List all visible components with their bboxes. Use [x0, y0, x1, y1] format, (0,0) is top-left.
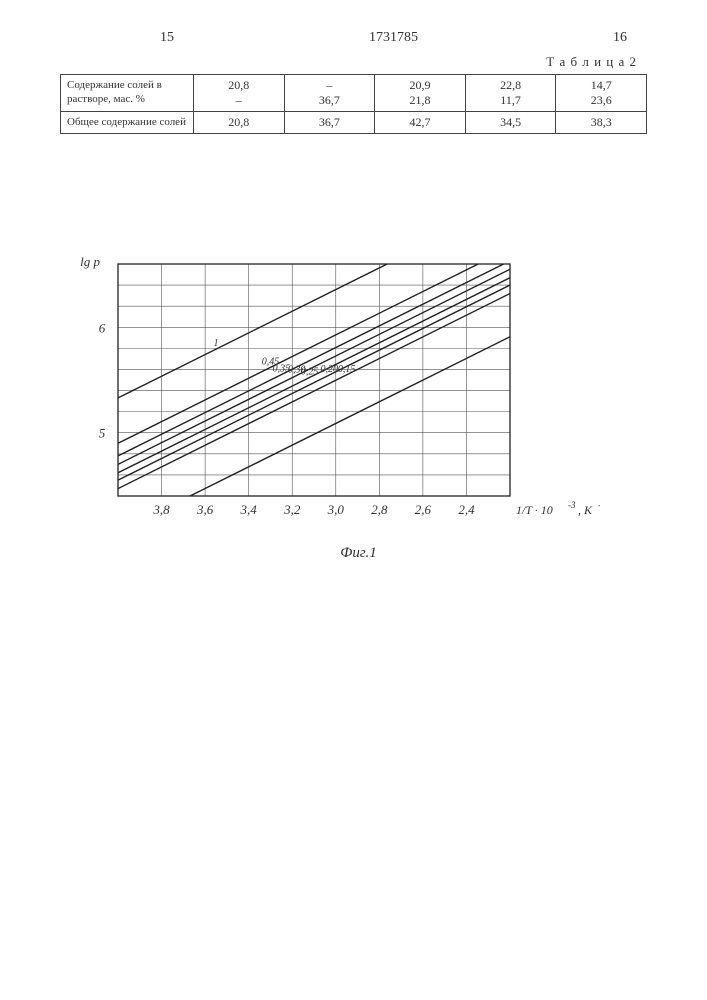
chart-caption: Фиг.1 — [70, 545, 647, 562]
svg-text:, K: , K — [578, 503, 593, 517]
row-label: Общее содержание солей — [61, 112, 194, 134]
table-cell: 38,3 — [556, 112, 647, 134]
svg-text:6: 6 — [99, 320, 106, 335]
svg-text:3,4: 3,4 — [240, 502, 258, 517]
figure-1-block: 5 6 lg p 3,8 3,6 3,4 3,2 3,0 2,8 2,6 2,4 1/T · 10 -3… — [70, 254, 647, 562]
table-cell: 34,5 — [465, 112, 556, 134]
chart-svg: 5 6 lg p 3,8 3,6 3,4 3,2 3,0 2,8 2,6 2,4 1/T · 10 -3… — [70, 254, 600, 534]
svg-text:1: 1 — [214, 338, 219, 349]
svg-text:lg p: lg p — [80, 254, 100, 269]
table-cell: 14,723,6 — [556, 75, 647, 112]
table-cell: 22,811,7 — [465, 75, 556, 112]
svg-text:-3: -3 — [568, 500, 576, 510]
svg-text:0,15: 0,15 — [338, 364, 356, 375]
svg-text:2,4: 2,4 — [458, 502, 475, 517]
table-cell: 20,8 — [194, 112, 285, 134]
page-left-number: 15 — [160, 30, 174, 46]
svg-text:2,8: 2,8 — [371, 502, 388, 517]
table-cell: –36,7 — [284, 75, 375, 112]
doc-number: 1731785 — [369, 30, 418, 46]
table-2-block: Т а б л и ц а 2 Содержание солей в раств… — [60, 54, 647, 134]
svg-text:3,0: 3,0 — [327, 502, 345, 517]
table-row: Общее содержание солей20,836,742,734,538… — [61, 112, 647, 134]
table-cell: 36,7 — [284, 112, 375, 134]
page-header: 15 1731785 16 — [160, 30, 627, 46]
svg-text:3,6: 3,6 — [196, 502, 214, 517]
svg-text:5: 5 — [99, 426, 106, 441]
table-cell: 42,7 — [375, 112, 466, 134]
table-caption: Т а б л и ц а 2 — [60, 54, 637, 70]
table-cell: 20,8– — [194, 75, 285, 112]
svg-text:0,20: 0,20 — [320, 364, 338, 375]
svg-text:-1: -1 — [598, 500, 600, 510]
svg-text:1/T · 10: 1/T · 10 — [516, 503, 553, 517]
svg-text:3,8: 3,8 — [152, 502, 170, 517]
data-table: Содержание солей в растворе, мас. %20,8–… — [60, 74, 647, 134]
svg-text:3,2: 3,2 — [283, 502, 301, 517]
page-right-number: 16 — [613, 30, 627, 46]
table-row: Содержание солей в растворе, мас. %20,8–… — [61, 75, 647, 112]
table-cell: 20,921,8 — [375, 75, 466, 112]
svg-text:0,25: 0,25 — [301, 366, 319, 377]
svg-text:2,6: 2,6 — [415, 502, 432, 517]
row-label: Содержание солей в растворе, мас. % — [61, 75, 194, 112]
